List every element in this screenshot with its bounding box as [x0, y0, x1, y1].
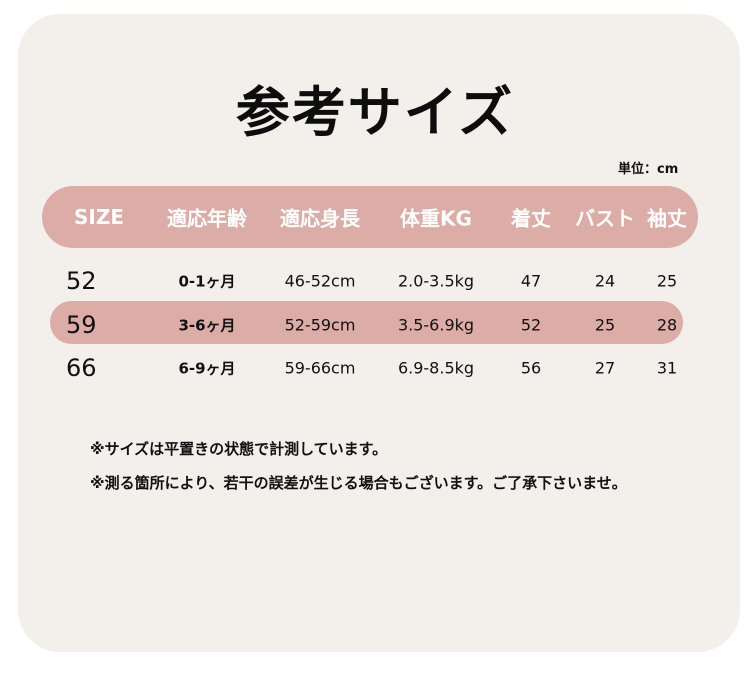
- column-header: 適応身長: [280, 206, 360, 231]
- table-cell: 3-6ヶ月: [178, 316, 236, 335]
- column-header: バスト: [575, 206, 635, 231]
- table-cell: 52-59cm: [284, 315, 356, 335]
- table-cell: 47: [520, 271, 542, 291]
- note-measurement: ※サイズは平置きの状態で計測しています。: [90, 440, 388, 458]
- column-header: SIZE: [73, 205, 125, 229]
- table-cell: 25: [656, 271, 678, 291]
- table-cell: 31: [656, 358, 678, 378]
- size-cell: 52: [66, 267, 97, 295]
- table-cell: 0-1ヶ月: [178, 272, 236, 291]
- table-cell: 46-52cm: [284, 271, 356, 291]
- table-cell: 27: [594, 358, 616, 378]
- table-header-bar: [42, 186, 698, 248]
- table-cell: 28: [656, 315, 678, 335]
- highlighted-row-band: [50, 301, 683, 344]
- table-cell: 25: [594, 315, 616, 335]
- table-cell: 3.5-6.9kg: [397, 315, 475, 335]
- size-cell: 59: [66, 311, 97, 339]
- column-header: 袖丈: [647, 206, 687, 231]
- unit-label: 単位：cm: [618, 162, 679, 177]
- column-header: 着丈: [511, 206, 551, 231]
- table-cell: 2.0-3.5kg: [397, 271, 475, 291]
- table-cell: 56: [520, 358, 542, 378]
- page-title: 参考サイズ: [235, 81, 515, 144]
- note-tolerance: ※測る箇所により、若干の誤差が生じる場合もございます。ご了承下さいませ。: [90, 474, 627, 492]
- column-header: 体重KG: [400, 206, 472, 231]
- table-cell: 59-66cm: [284, 358, 356, 378]
- table-cell: 24: [594, 271, 616, 291]
- table-cell: 52: [520, 315, 542, 335]
- column-header: 適応年齢: [167, 206, 247, 231]
- size-cell: 66: [66, 354, 97, 382]
- table-cell: 6.9-8.5kg: [397, 358, 475, 378]
- table-cell: 6-9ヶ月: [178, 359, 236, 378]
